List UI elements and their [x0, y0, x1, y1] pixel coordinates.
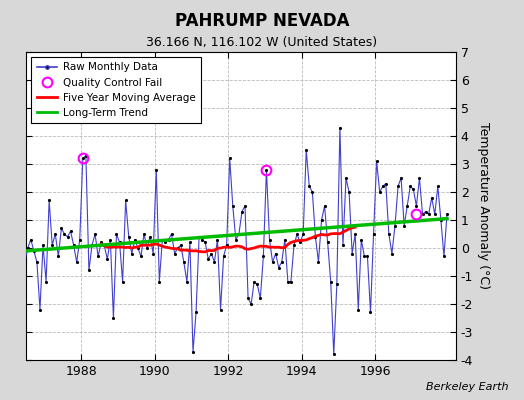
Text: Berkeley Earth: Berkeley Earth: [426, 382, 508, 392]
Text: 36.166 N, 116.102 W (United States): 36.166 N, 116.102 W (United States): [146, 36, 378, 49]
Legend: Raw Monthly Data, Quality Control Fail, Five Year Moving Average, Long-Term Tren: Raw Monthly Data, Quality Control Fail, …: [31, 57, 201, 123]
Y-axis label: Temperature Anomaly (°C): Temperature Anomaly (°C): [477, 122, 490, 290]
Text: PAHRUMP NEVADA: PAHRUMP NEVADA: [174, 12, 350, 30]
